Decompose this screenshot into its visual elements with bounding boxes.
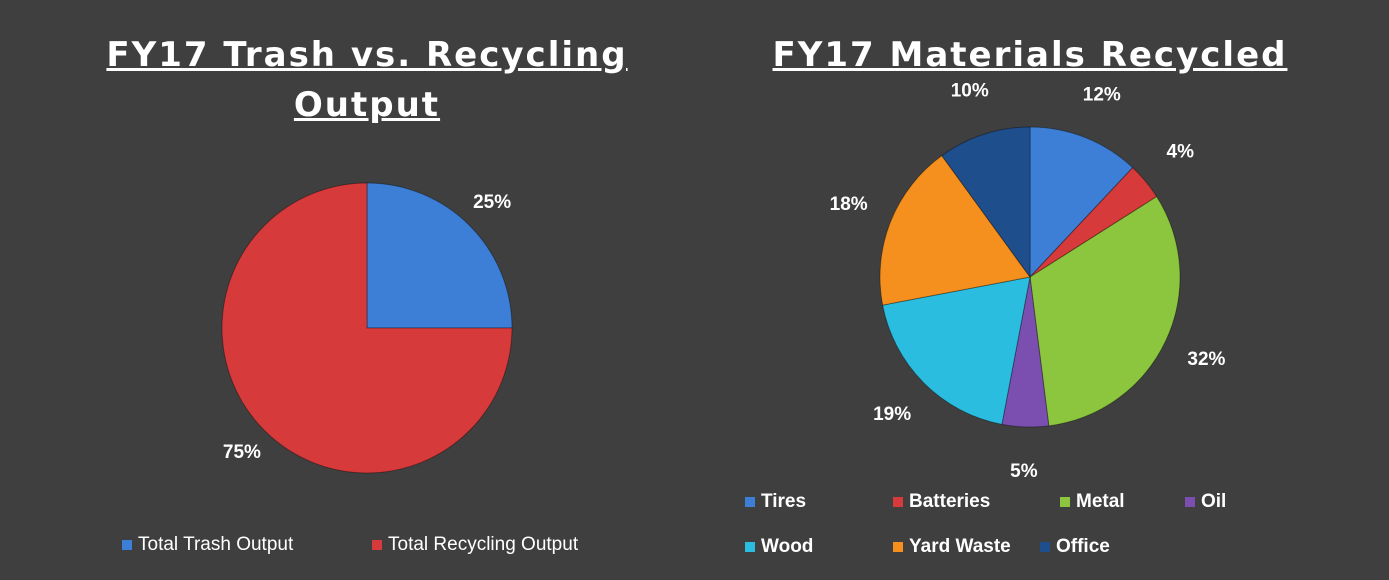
legend-label: Tires bbox=[761, 491, 806, 512]
legend-swatch bbox=[1185, 497, 1195, 507]
pie-slice bbox=[221, 182, 513, 474]
pie-slice bbox=[1029, 195, 1181, 427]
chart-title: FY17 Trash vs. Recycling Output bbox=[106, 35, 628, 125]
legend-label: Total Recycling Output bbox=[388, 534, 579, 555]
legend-swatch bbox=[1040, 542, 1050, 552]
data-label: 75% bbox=[223, 442, 261, 463]
pie-slice bbox=[1029, 166, 1158, 278]
legend-swatch bbox=[893, 497, 903, 507]
pie-slice bbox=[1001, 276, 1050, 428]
legend-swatch bbox=[122, 540, 132, 550]
legend-label: Metal bbox=[1076, 491, 1125, 512]
legend-swatch bbox=[1060, 497, 1070, 507]
pie-slice bbox=[882, 276, 1031, 425]
data-label: 12% bbox=[1083, 85, 1121, 106]
legend-swatch bbox=[372, 540, 382, 550]
legend-label: Oil bbox=[1201, 491, 1226, 512]
pie-slice bbox=[879, 154, 1031, 306]
legend-swatch bbox=[893, 542, 903, 552]
data-label: 32% bbox=[1187, 349, 1225, 370]
data-label: 25% bbox=[473, 192, 511, 213]
legend-swatch bbox=[745, 542, 755, 552]
legend-label: Batteries bbox=[909, 491, 990, 512]
data-label: 5% bbox=[1010, 461, 1038, 482]
data-label: 18% bbox=[830, 194, 868, 215]
legend-label: Office bbox=[1056, 536, 1110, 557]
data-label: 19% bbox=[873, 404, 911, 425]
data-label: 4% bbox=[1167, 142, 1195, 163]
pie-slice bbox=[366, 182, 513, 329]
data-label: 10% bbox=[951, 81, 989, 102]
legend-label: Yard Waste bbox=[909, 536, 1011, 557]
pie-slice bbox=[1029, 126, 1134, 279]
legend-swatch bbox=[745, 497, 755, 507]
legend-label: Wood bbox=[761, 536, 813, 557]
chart-title: FY17 Materials Recycled bbox=[772, 35, 1288, 75]
pie-slice bbox=[941, 126, 1031, 279]
legend-label: Total Trash Output bbox=[138, 534, 294, 555]
